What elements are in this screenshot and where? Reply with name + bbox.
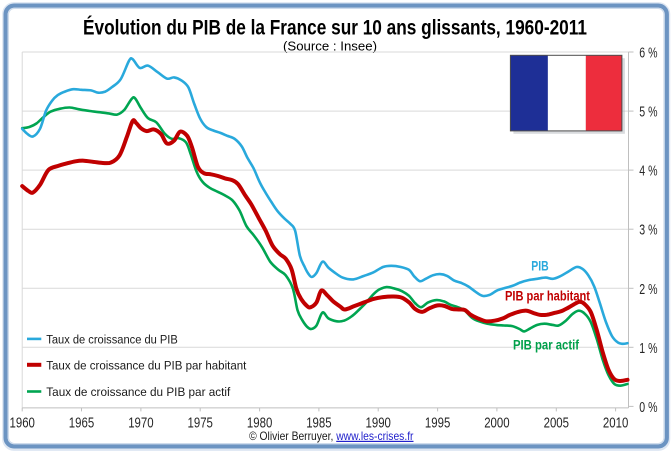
svg-text:1965: 1965 bbox=[69, 416, 94, 432]
svg-text:5 %: 5 % bbox=[639, 105, 657, 121]
svg-text:Évolution du PIB de la France: Évolution du PIB de la France sur 10 ans… bbox=[83, 16, 587, 39]
svg-text:1 %: 1 % bbox=[639, 341, 657, 357]
svg-text:6 %: 6 % bbox=[639, 46, 657, 62]
svg-text:1970: 1970 bbox=[128, 416, 153, 432]
svg-text:2010: 2010 bbox=[603, 416, 628, 432]
svg-text:1975: 1975 bbox=[188, 416, 213, 432]
svg-text:1960: 1960 bbox=[10, 416, 35, 432]
svg-text:PIB par habitant: PIB par habitant bbox=[505, 289, 590, 304]
svg-text:PIB par actif: PIB par actif bbox=[513, 338, 579, 353]
svg-text:Taux de croissance du PIB par: Taux de croissance du PIB par actif bbox=[46, 385, 231, 399]
svg-text:Taux de croissance du PIB par: Taux de croissance du PIB par habitant bbox=[46, 358, 247, 372]
svg-text:2000: 2000 bbox=[484, 416, 509, 432]
svg-text:4 %: 4 % bbox=[639, 164, 657, 180]
svg-text:© Olivier Berruyer, www.les-cr: © Olivier Berruyer, www.les-crises.fr bbox=[249, 429, 413, 443]
svg-text:1980: 1980 bbox=[247, 416, 272, 432]
svg-text:1995: 1995 bbox=[425, 416, 450, 432]
svg-text:2005: 2005 bbox=[544, 416, 569, 432]
svg-text:(Source : Insee): (Source : Insee) bbox=[283, 40, 377, 54]
svg-text:0 %: 0 % bbox=[639, 400, 657, 416]
svg-text:Taux de croissance du PIB: Taux de croissance du PIB bbox=[46, 332, 178, 346]
svg-text:3 %: 3 % bbox=[639, 223, 657, 239]
svg-text:PIB: PIB bbox=[531, 257, 548, 273]
svg-text:1990: 1990 bbox=[366, 416, 391, 432]
svg-text:2 %: 2 % bbox=[639, 282, 657, 298]
svg-text:1985: 1985 bbox=[306, 416, 331, 432]
